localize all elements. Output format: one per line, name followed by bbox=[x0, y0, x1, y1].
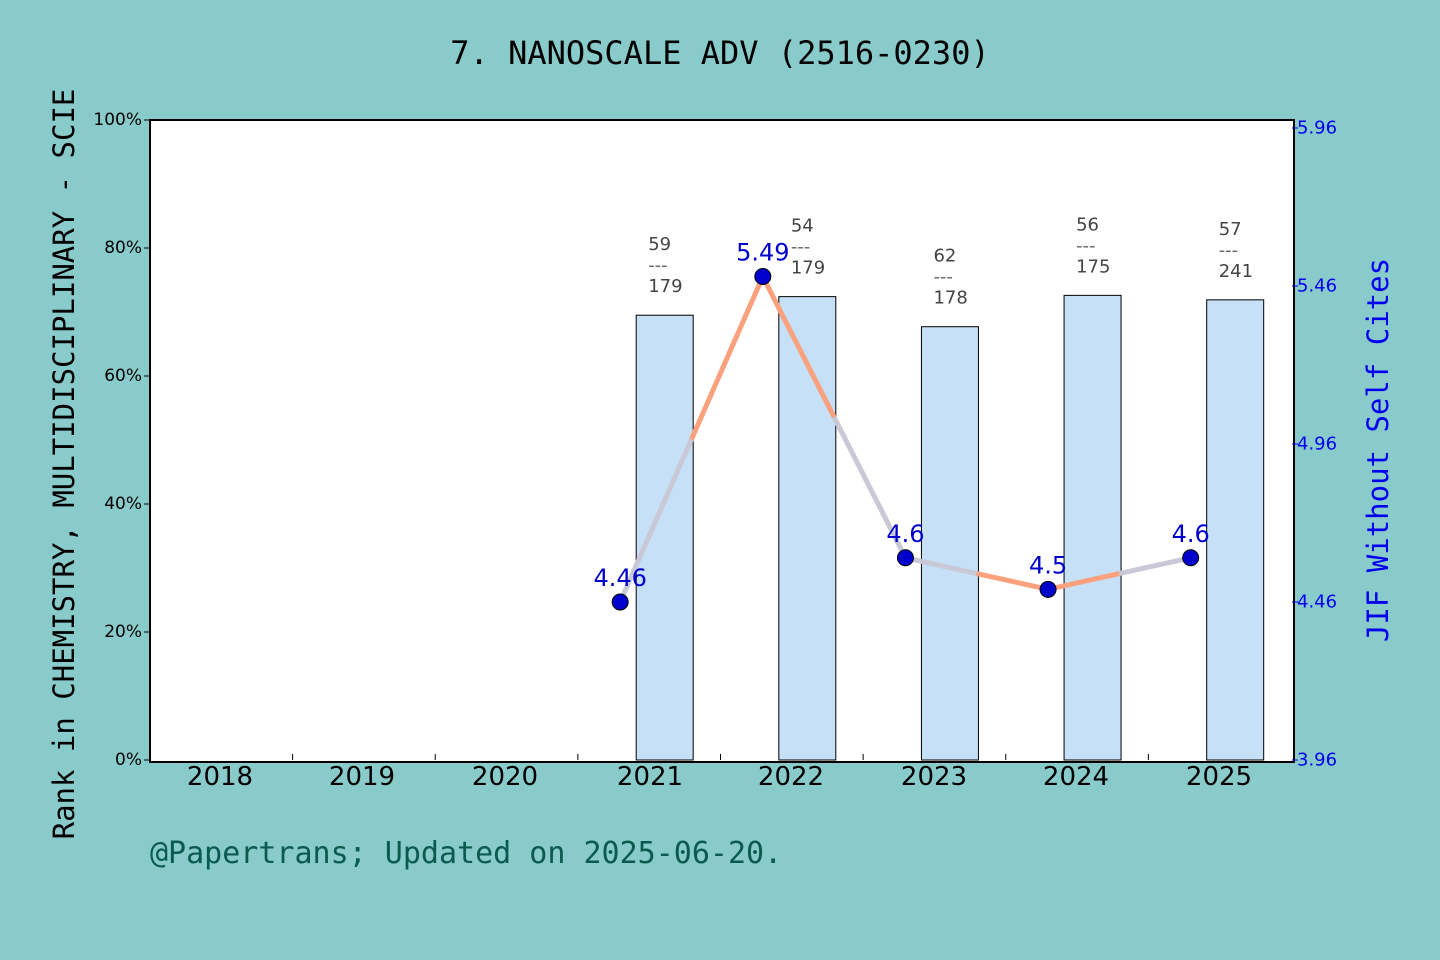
y2-tick-label: 4.96 bbox=[1297, 433, 1338, 455]
svg-text:4.46: 4.46 bbox=[593, 564, 646, 592]
svg-text:179: 179 bbox=[791, 258, 825, 279]
footer-credit: @Papertrans; Updated on 2025-06-20. bbox=[150, 836, 783, 871]
y-tick-label: 100% bbox=[93, 110, 142, 130]
svg-text:---: --- bbox=[933, 267, 953, 288]
svg-text:59: 59 bbox=[648, 234, 671, 255]
svg-text:57: 57 bbox=[1219, 219, 1242, 240]
svg-text:5.49: 5.49 bbox=[736, 239, 789, 267]
x-tick-label: 2021 bbox=[616, 762, 684, 792]
y-tick-label: 60% bbox=[104, 366, 142, 386]
svg-text:4.6: 4.6 bbox=[1172, 520, 1210, 548]
x-tick-label: 2019 bbox=[328, 762, 396, 792]
bar bbox=[635, 314, 694, 761]
y2-tick-label: 5.96 bbox=[1297, 117, 1338, 139]
svg-text:---: --- bbox=[648, 255, 668, 276]
svg-text:62: 62 bbox=[933, 246, 956, 267]
svg-text:54: 54 bbox=[791, 216, 814, 237]
svg-text:175: 175 bbox=[1076, 256, 1110, 277]
y2-tick-label: 3.96 bbox=[1297, 749, 1338, 771]
svg-text:---: --- bbox=[1219, 240, 1239, 261]
svg-text:179: 179 bbox=[648, 276, 682, 297]
bar bbox=[778, 296, 837, 761]
svg-text:---: --- bbox=[1076, 235, 1096, 256]
y-tick-label: 20% bbox=[104, 622, 142, 642]
x-tick-label: 2023 bbox=[900, 762, 968, 792]
y-tick-label: 80% bbox=[104, 238, 142, 258]
y2-tick-label: 4.46 bbox=[1297, 591, 1338, 613]
chart-title: 7. NANOSCALE ADV (2516-0230) bbox=[450, 34, 990, 72]
bar bbox=[920, 326, 979, 761]
x-tick-label: 2018 bbox=[186, 762, 254, 792]
svg-text:241: 241 bbox=[1219, 261, 1253, 282]
svg-text:---: --- bbox=[791, 237, 811, 258]
svg-text:4.5: 4.5 bbox=[1029, 551, 1067, 579]
svg-text:56: 56 bbox=[1076, 214, 1099, 235]
bar bbox=[1063, 294, 1122, 761]
svg-text:4.6: 4.6 bbox=[886, 520, 924, 548]
x-tick-label: 2024 bbox=[1042, 762, 1110, 792]
y2-tick-label: 5.46 bbox=[1297, 275, 1338, 297]
svg-text:178: 178 bbox=[933, 288, 967, 309]
y-tick-label: 0% bbox=[115, 750, 142, 770]
x-tick-label: 2022 bbox=[757, 762, 825, 792]
x-tick-label: 2025 bbox=[1185, 762, 1253, 792]
x-tick-label: 2020 bbox=[471, 762, 539, 792]
bar bbox=[1206, 299, 1265, 761]
y-tick-label: 40% bbox=[104, 494, 142, 514]
